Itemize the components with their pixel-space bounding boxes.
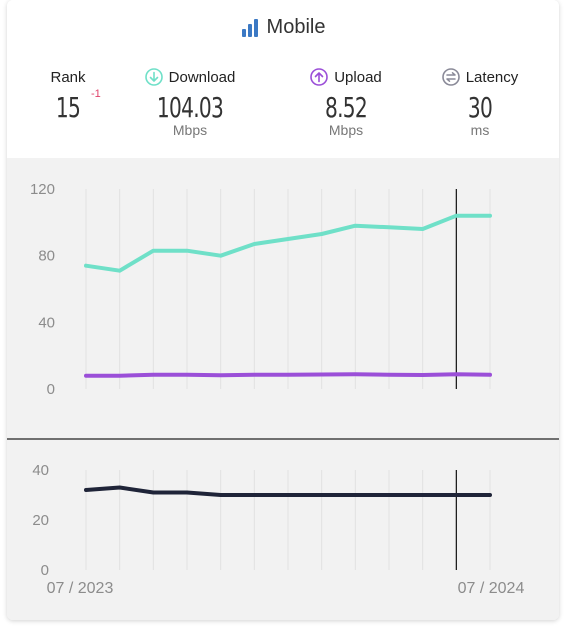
stat-upload: Upload 8.52 Mbps xyxy=(291,66,401,138)
title-text: Mobile xyxy=(266,16,326,38)
stat-rank: Rank 15 xyxy=(35,66,101,124)
y-tick-label: 40 xyxy=(38,314,55,331)
x-tick-label: 07 / 2023 xyxy=(47,580,114,597)
latency-unit: ms xyxy=(470,122,490,138)
latency-value: 30 xyxy=(467,91,493,124)
stat-download: Download 104.03 Mbps xyxy=(135,66,245,138)
page-title: Mobile xyxy=(7,16,559,39)
series-line-1 xyxy=(84,372,492,378)
latency-arrows-icon xyxy=(441,68,460,86)
download-unit: Mbps xyxy=(172,122,208,138)
y-tick-label: 0 xyxy=(41,562,49,579)
series-line-0 xyxy=(84,213,492,273)
rank-label: Rank xyxy=(50,68,86,86)
download-value: 104.03 xyxy=(156,91,224,124)
stats-row: Rank 15 -1 Download 104.03 Mbps xyxy=(7,66,559,156)
y-tick-label: 120 xyxy=(30,181,55,198)
x-tick-label: 07 / 2024 xyxy=(458,580,525,597)
latency-label: Latency xyxy=(465,68,519,86)
rank-delta-badge: -1 xyxy=(91,88,101,100)
y-tick-label: 0 xyxy=(47,381,55,398)
download-arrow-icon xyxy=(144,68,163,86)
stats-header: Mobile Rank 15 -1 Download 104.03 Mbps xyxy=(7,0,559,158)
series-line-0 xyxy=(84,485,492,497)
upload-value: 8.52 xyxy=(324,91,368,124)
upload-label: Upload xyxy=(334,68,382,86)
y-tick-label: 80 xyxy=(38,248,55,265)
download-label: Download xyxy=(168,68,236,86)
speed-card: Mobile Rank 15 -1 Download 104.03 Mbps xyxy=(7,0,559,620)
bar-chart-icon xyxy=(241,18,258,37)
chart-area: 120 80 40 0 40 20 0 07 / 2023 07 / 2024 xyxy=(7,158,559,620)
upload-unit: Mbps xyxy=(328,122,364,138)
stat-latency: Latency 30 ms xyxy=(425,66,535,138)
y-tick-label: 20 xyxy=(32,512,49,529)
y-tick-label: 40 xyxy=(32,462,49,479)
rank-value: 15 xyxy=(55,91,81,124)
upload-arrow-icon xyxy=(310,68,329,86)
